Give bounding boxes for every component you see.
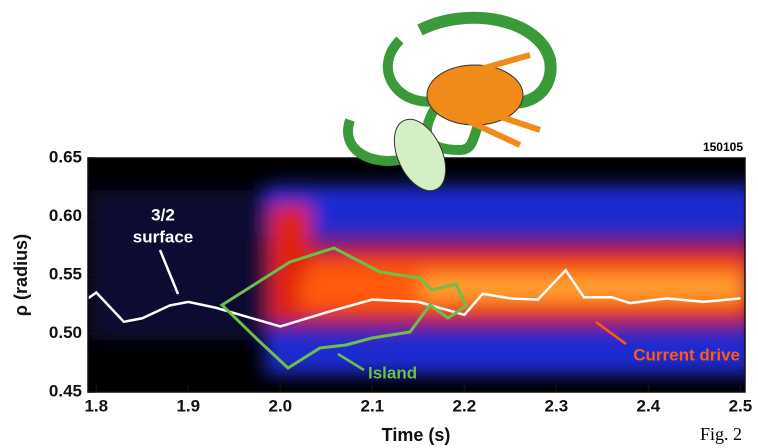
- cartoon: [343, 11, 557, 192]
- y-tick-label: 0.65: [49, 147, 82, 166]
- annotation: Current drive: [633, 345, 740, 364]
- y-tick-label: 0.60: [49, 206, 82, 225]
- x-tick-label: 1.8: [84, 396, 108, 415]
- caption: Fig. 2: [700, 424, 742, 444]
- annotation: surface: [133, 227, 193, 246]
- y-axis-label: ρ (radius): [11, 234, 31, 316]
- x-tick-label: 2.5: [729, 396, 753, 415]
- x-tick-label: 2.3: [545, 396, 569, 415]
- annotation: Island: [368, 363, 417, 382]
- annotation-arrow: [158, 249, 180, 295]
- shot-number: 150105: [703, 140, 743, 154]
- x-tick-label: 1.9: [176, 396, 200, 415]
- island-outline: [219, 246, 468, 370]
- x-axis-label: Time (s): [382, 425, 451, 445]
- series-line: [87, 268, 741, 328]
- plot-content: [87, 268, 741, 328]
- x-tick-label: 2.1: [361, 396, 385, 415]
- annotation-arrow: [595, 320, 627, 346]
- x-tick-label: 2.2: [453, 396, 477, 415]
- y-tick-label: 0.55: [49, 264, 82, 283]
- x-tick-label: 2.0: [268, 396, 292, 415]
- annotation: 3/2: [151, 205, 175, 224]
- annotation-arrow: [337, 352, 365, 372]
- y-tick-label: 0.45: [49, 381, 82, 400]
- x-tick-label: 2.4: [637, 396, 661, 415]
- y-tick-label: 0.50: [49, 323, 82, 342]
